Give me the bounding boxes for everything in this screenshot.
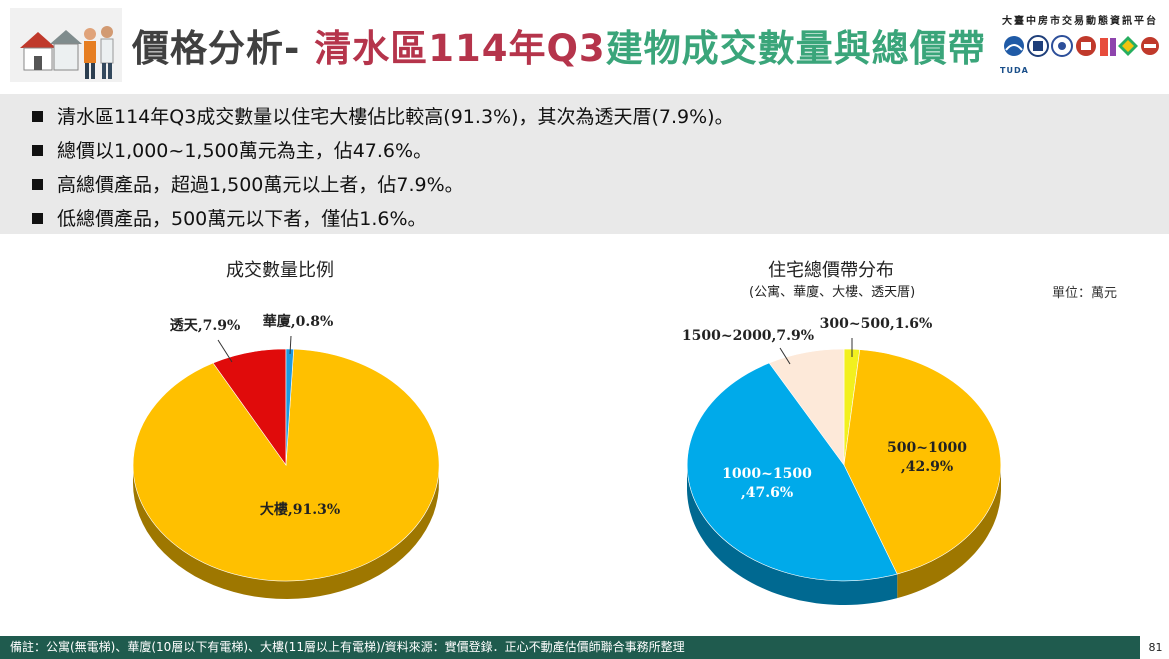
summary-panel: 清水區114年Q3成交數量以住宅大樓佔比較高(91.3%)，其次為透天厝(7.9…	[0, 94, 1169, 234]
data-label-2: 500~1000,42.9%	[887, 440, 967, 475]
houses-people-illustration-icon	[10, 8, 122, 82]
label-leader-line	[779, 347, 791, 365]
unit-label: 單位：萬元	[1052, 286, 1118, 301]
data-label-2: 透天,7.9%	[170, 318, 241, 334]
summary-item: 總價以1,000~1,500萬元為主，佔47.6%。	[32, 134, 1169, 168]
header: 價格分析- 清水區114年Q3建物成交數量與總價帶 大臺中房市交易動態資訊平台 …	[0, 0, 1169, 92]
summary-item: 清水區114年Q3成交數量以住宅大樓佔比較高(91.3%)，其次為透天厝(7.9…	[32, 100, 1169, 134]
data-label-3: 華廈,0.8%	[263, 313, 334, 330]
summary-list: 清水區114年Q3成交數量以住宅大樓佔比較高(91.3%)，其次為透天厝(7.9…	[0, 94, 1169, 236]
title-part3: 建物成交數量與總價帶	[605, 27, 986, 70]
pie-side-3	[687, 466, 898, 605]
title-part1: 價格分析-	[132, 27, 301, 70]
data-label-3: 1000~1500,47.6%	[722, 466, 812, 501]
summary-item: 高總價產品，超過1,500萬元以上者，佔7.9%。	[32, 168, 1169, 202]
pie-chart-1: 大樓,91.3% 透天,7.9% 華廈,0.8%	[132, 313, 440, 599]
data-label-1: 300~500,1.6%	[820, 316, 933, 332]
pie-chart-2: 300~500,1.6% 500~1000,42.9% 1000~1500,47.6…	[682, 316, 1002, 605]
page-title: 價格分析- 清水區114年Q3建物成交數量與總價帶	[132, 18, 986, 72]
square-bullet-icon	[32, 213, 43, 224]
pie-slice-3	[686, 362, 898, 582]
square-bullet-icon	[32, 145, 43, 156]
square-bullet-icon	[32, 179, 43, 190]
data-label-1: 大樓,91.3%	[260, 501, 340, 518]
chart2-title: 住宅總價帶分布	[768, 260, 894, 281]
chart1-title: 成交數量比例	[226, 260, 334, 281]
pie-slice-4	[768, 348, 845, 466]
chart2-subtitle: (公寓、華廈、大樓、透天厝)	[749, 285, 916, 300]
square-bullet-icon	[32, 111, 43, 122]
pie-slice-2	[843, 349, 1002, 575]
title-part2: 清水區114年Q3	[314, 27, 606, 70]
page-number: 81	[1148, 641, 1163, 654]
platform-name: 大臺中房市交易動態資訊平台	[1002, 16, 1158, 27]
partner-logos-icon	[1004, 35, 1159, 57]
data-label-4: 1500~2000,7.9%	[682, 328, 814, 344]
label-leader-line	[217, 339, 233, 363]
footer-note: 備註：公寓(無電梯)、華廈(10層以下有電梯)、大樓(11層以上有電梯)/資料來…	[0, 636, 1140, 659]
summary-item: 低總價產品，500萬元以下者，僅佔1.6%。	[32, 202, 1169, 236]
label-leader-line	[289, 335, 292, 355]
logo-label: TUDA	[1000, 66, 1029, 75]
